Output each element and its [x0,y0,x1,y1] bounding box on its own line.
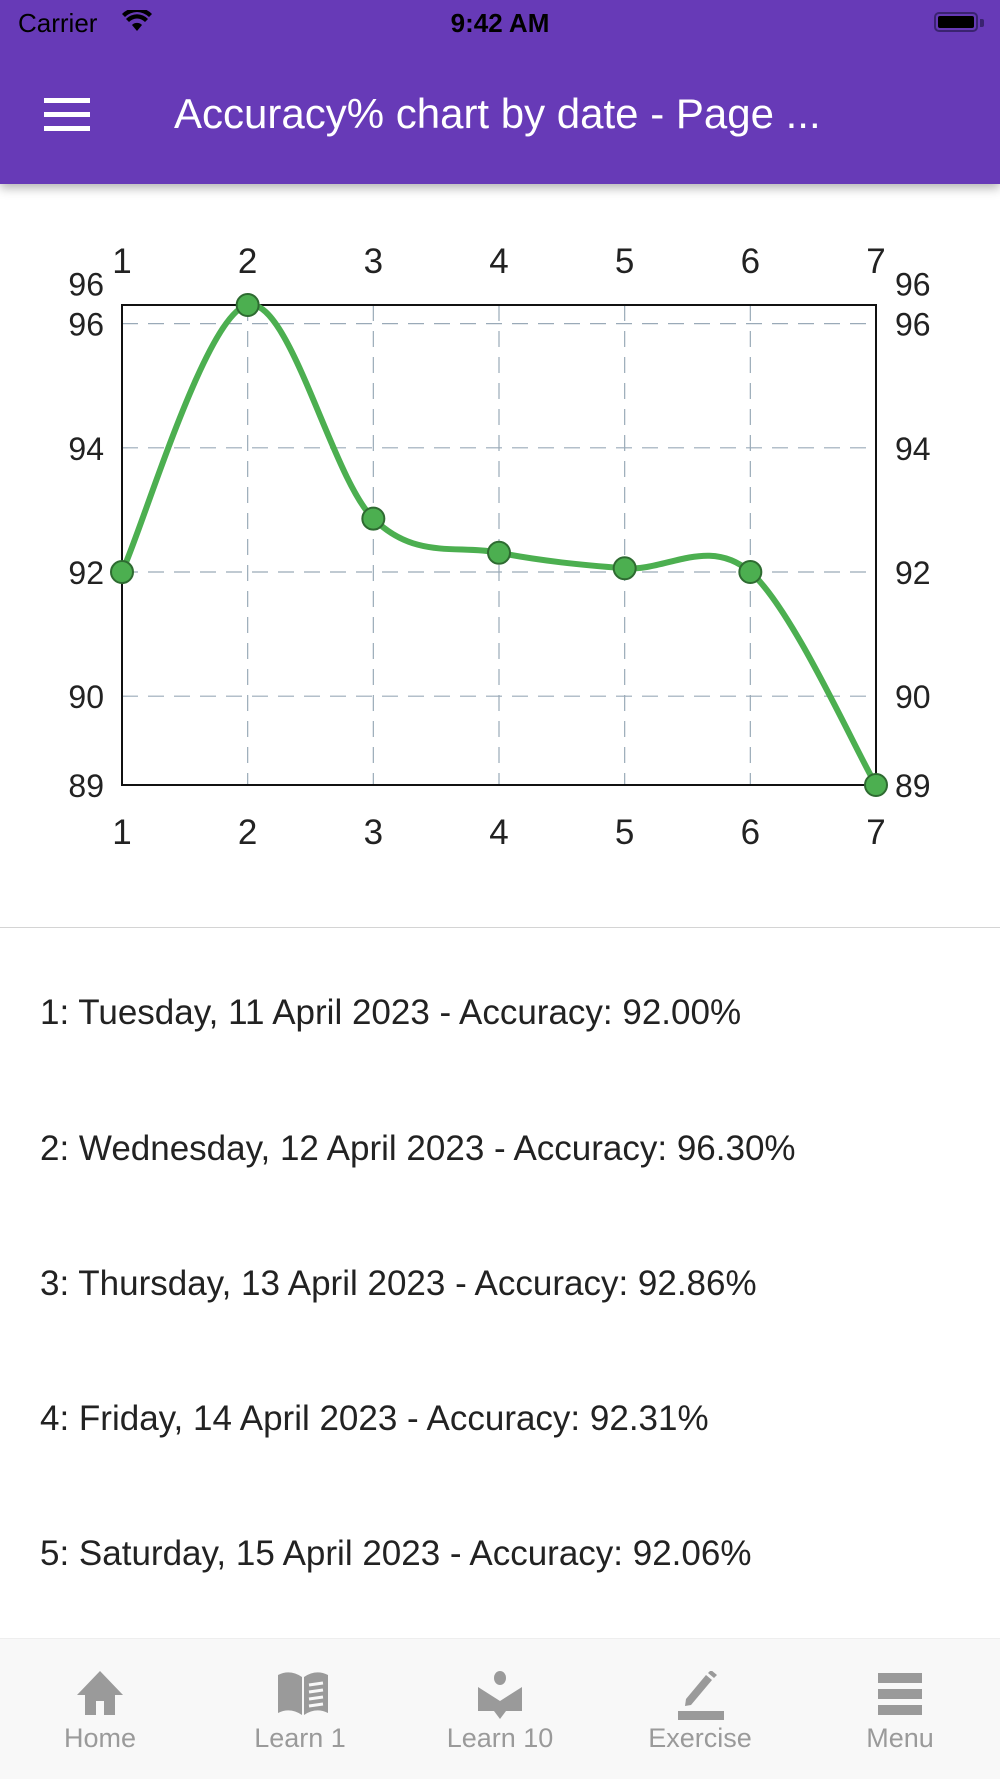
tab-label: Home [63,1723,137,1753]
battery-tip [980,19,984,27]
x-tick-label-top: 3 [364,242,383,281]
x-tick-label-bottom: 7 [866,813,885,852]
data-point [361,506,386,531]
plot-frame [121,304,877,786]
list-item[interactable]: 1: Tuesday, 11 April 2023 - Accuracy: 92… [40,993,742,1032]
bottom-tab-bar: Home Learn 1 Learn 10 Exercise Menu [0,1638,1000,1779]
tab-label: Menu [866,1723,934,1753]
y-tick-label-left: 96 [68,307,104,343]
app-header: Carrier 9:42 AM Accuracy% chart by date … [0,0,1000,184]
y-tick-label-right: 89 [895,768,931,804]
tab-label: Exercise [648,1723,752,1753]
y-tick-label-right: 92 [895,555,931,591]
y-tick-label-right: 90 [895,679,931,715]
y-tick-label-left: 96 [68,267,104,303]
y-tick-label-right: 96 [895,267,931,303]
tab-label: Learn 10 [446,1723,554,1753]
tab-learn-1[interactable]: Learn 1 [200,1639,400,1779]
y-tick-label-right: 96 [895,307,931,343]
data-point [487,540,511,565]
clock: 9:42 AM [450,8,550,38]
home-icon [77,1671,123,1715]
data-point [738,560,763,585]
y-tick-label-left: 92 [68,555,104,591]
x-tick-label-top: 6 [741,242,760,281]
divider [0,927,1000,928]
data-point [864,773,888,797]
book-icon [278,1672,328,1715]
y-tick-label-left: 89 [68,768,104,804]
list-item[interactable]: 4: Friday, 14 April 2023 - Accuracy: 92.… [40,1399,709,1438]
battery-icon [934,12,978,32]
tab-label: Learn 1 [254,1723,346,1753]
list-item[interactable]: 3: Thursday, 13 April 2023 - Accuracy: 9… [40,1264,757,1303]
list-item[interactable]: 2: Wednesday, 12 April 2023 - Accuracy: … [40,1129,796,1168]
x-tick-label-bottom: 6 [741,813,760,852]
tab-learn-10[interactable]: Learn 10 [400,1639,600,1779]
wifi-icon [122,10,152,31]
x-tick-label-bottom: 5 [615,813,634,852]
x-tick-label-bottom: 3 [364,813,383,852]
accuracy-chart: 1 1 2 2 3 3 4 4 5 5 6 6 7 7 89 89 90 90 92 92 94 94 96 96 96 96 [68,242,931,852]
data-point [235,293,260,317]
x-tick-label-top: 2 [238,242,257,281]
x-tick-label-bottom: 1 [112,813,131,852]
hamburger-menu-button[interactable] [44,98,90,134]
data-point [612,556,637,581]
reader-icon [478,1671,522,1719]
tab-menu[interactable]: Menu [800,1639,1000,1779]
x-tick-label-top: 7 [866,242,885,281]
x-tick-label-bottom: 4 [489,813,508,852]
tab-home[interactable]: Home [0,1639,200,1779]
y-tick-label-left: 94 [68,431,104,467]
tab-exercise[interactable]: Exercise [600,1639,800,1779]
x-tick-label-top: 4 [489,242,508,281]
menu-icon [878,1673,922,1715]
x-tick-label-top: 1 [112,242,131,281]
y-tick-label-right: 94 [895,431,931,467]
data-point [110,560,134,585]
list-item[interactable]: 5: Saturday, 15 April 2023 - Accuracy: 9… [40,1534,752,1573]
x-tick-label-bottom: 2 [238,813,257,852]
pencil-icon [678,1671,724,1720]
y-tick-label-left: 90 [68,679,104,715]
carrier-label: Carrier [18,8,98,38]
page-title: Accuracy% chart by date - Page ... [174,90,821,137]
x-tick-label-top: 5 [615,242,634,281]
